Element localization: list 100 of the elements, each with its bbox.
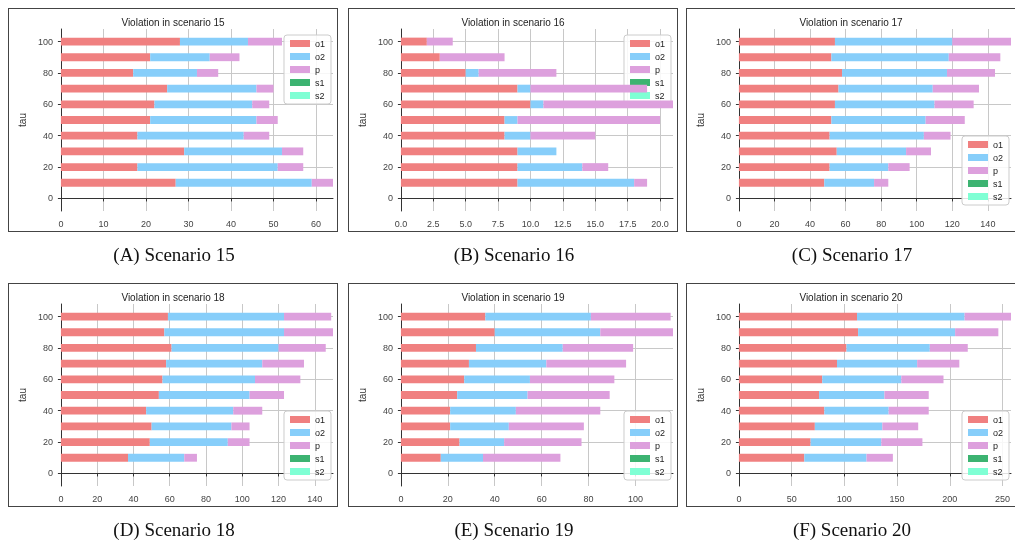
y-tick-label: 60 [42, 374, 53, 385]
bar [158, 391, 250, 399]
bar [882, 422, 919, 431]
bar [400, 69, 466, 77]
bar [929, 344, 968, 352]
text: (A) Scenario 15 [112, 244, 236, 266]
bar [838, 84, 933, 93]
bar [450, 422, 509, 431]
bar [440, 453, 484, 462]
text: (B) Scenario 16 [452, 244, 576, 266]
bar [400, 147, 518, 156]
legend-label: p [992, 440, 998, 451]
legend-label: p [654, 64, 660, 75]
x-tick-label: 140 [307, 493, 323, 504]
bar [459, 438, 505, 446]
x-tick-label: 60 [536, 493, 547, 504]
bar [829, 131, 924, 140]
chart-title: Violation in scenario 19 [461, 291, 566, 303]
bar [906, 147, 931, 156]
bar [400, 422, 451, 431]
y-tick-label: 80 [720, 67, 731, 78]
x-tick-label: 80 [876, 218, 887, 229]
y-tick-label: 80 [382, 342, 393, 353]
y-tick-label: 0 [47, 468, 53, 479]
bar [529, 375, 615, 384]
x-tick-label: 120 [271, 493, 287, 504]
bar [60, 406, 147, 415]
bar [256, 84, 274, 93]
bar [517, 84, 531, 93]
bar [881, 438, 923, 446]
bar [439, 53, 505, 62]
legend-label: o1 [992, 139, 1003, 150]
x-tick-label: 20 [140, 218, 151, 229]
bar [151, 422, 232, 431]
bar [517, 147, 557, 156]
bar [184, 453, 197, 462]
bar [457, 391, 528, 399]
x-tick-label: 40 [489, 493, 500, 504]
bar [504, 131, 531, 140]
legend-label: s1 [992, 453, 1003, 464]
x-tick-label: 7.5 [491, 218, 505, 229]
bar [60, 147, 185, 156]
legend-label: s2 [314, 90, 325, 101]
bar [955, 328, 999, 337]
bar [137, 163, 278, 171]
y-tick-label: 40 [382, 130, 393, 141]
legend-label: p [654, 440, 660, 451]
bar [154, 100, 253, 109]
bar [738, 375, 823, 384]
x-tick-label: 0 [58, 218, 64, 229]
legend-label: o2 [314, 427, 325, 438]
y-tick-label: 20 [42, 437, 53, 448]
text: (F) Scenario 20 [791, 519, 913, 541]
legend-label: o1 [992, 414, 1003, 425]
y-tick-label: 80 [42, 342, 53, 353]
y-tick-label: 20 [720, 437, 731, 448]
bar [150, 116, 257, 124]
bar [60, 328, 165, 337]
bar [60, 100, 155, 109]
legend-label: p [314, 440, 320, 451]
bar [400, 391, 458, 399]
bar [209, 53, 240, 62]
panel-frame: tau 0 20 40 60 80 100 0 20 40 60 80 100 o1 o2 p s1 s2 Violation in scenario 19 [348, 283, 678, 507]
y-tick-label: 0 [387, 468, 393, 479]
bar [60, 116, 151, 124]
bar [888, 163, 910, 171]
bar [255, 375, 301, 384]
bar [284, 328, 333, 337]
bar [562, 344, 634, 352]
bar [60, 391, 159, 399]
x-tick-label: 50 [268, 218, 279, 229]
bar [530, 131, 596, 140]
bar [150, 53, 210, 62]
bar [842, 69, 947, 77]
y-tick-label: 100 [377, 311, 393, 322]
legend-label: o1 [654, 414, 665, 425]
bar [252, 100, 270, 109]
bar [822, 375, 902, 384]
x-tick-label: 60 [310, 218, 321, 229]
bar [60, 344, 172, 352]
bar [478, 69, 557, 77]
bar [504, 438, 582, 446]
bar [504, 116, 518, 124]
y-axis-title: tau [16, 113, 28, 127]
y-tick-label: 40 [720, 405, 731, 416]
bar [60, 438, 150, 446]
bar [925, 116, 965, 124]
x-tick-label: 120 [944, 218, 960, 229]
x-tick-label: 50 [786, 493, 797, 504]
bar [824, 178, 875, 187]
bar [400, 131, 505, 140]
x-tick-label: 100 [234, 493, 250, 504]
x-tick-label: 20 [442, 493, 453, 504]
y-tick-label: 60 [720, 99, 731, 110]
y-tick-label: 0 [725, 193, 731, 204]
x-tick-label: 15.0 [586, 218, 605, 229]
legend-label: o2 [314, 51, 325, 62]
x-tick-label: 2.5 [427, 218, 440, 229]
bar [901, 375, 944, 384]
y-tick-label: 60 [382, 99, 393, 110]
